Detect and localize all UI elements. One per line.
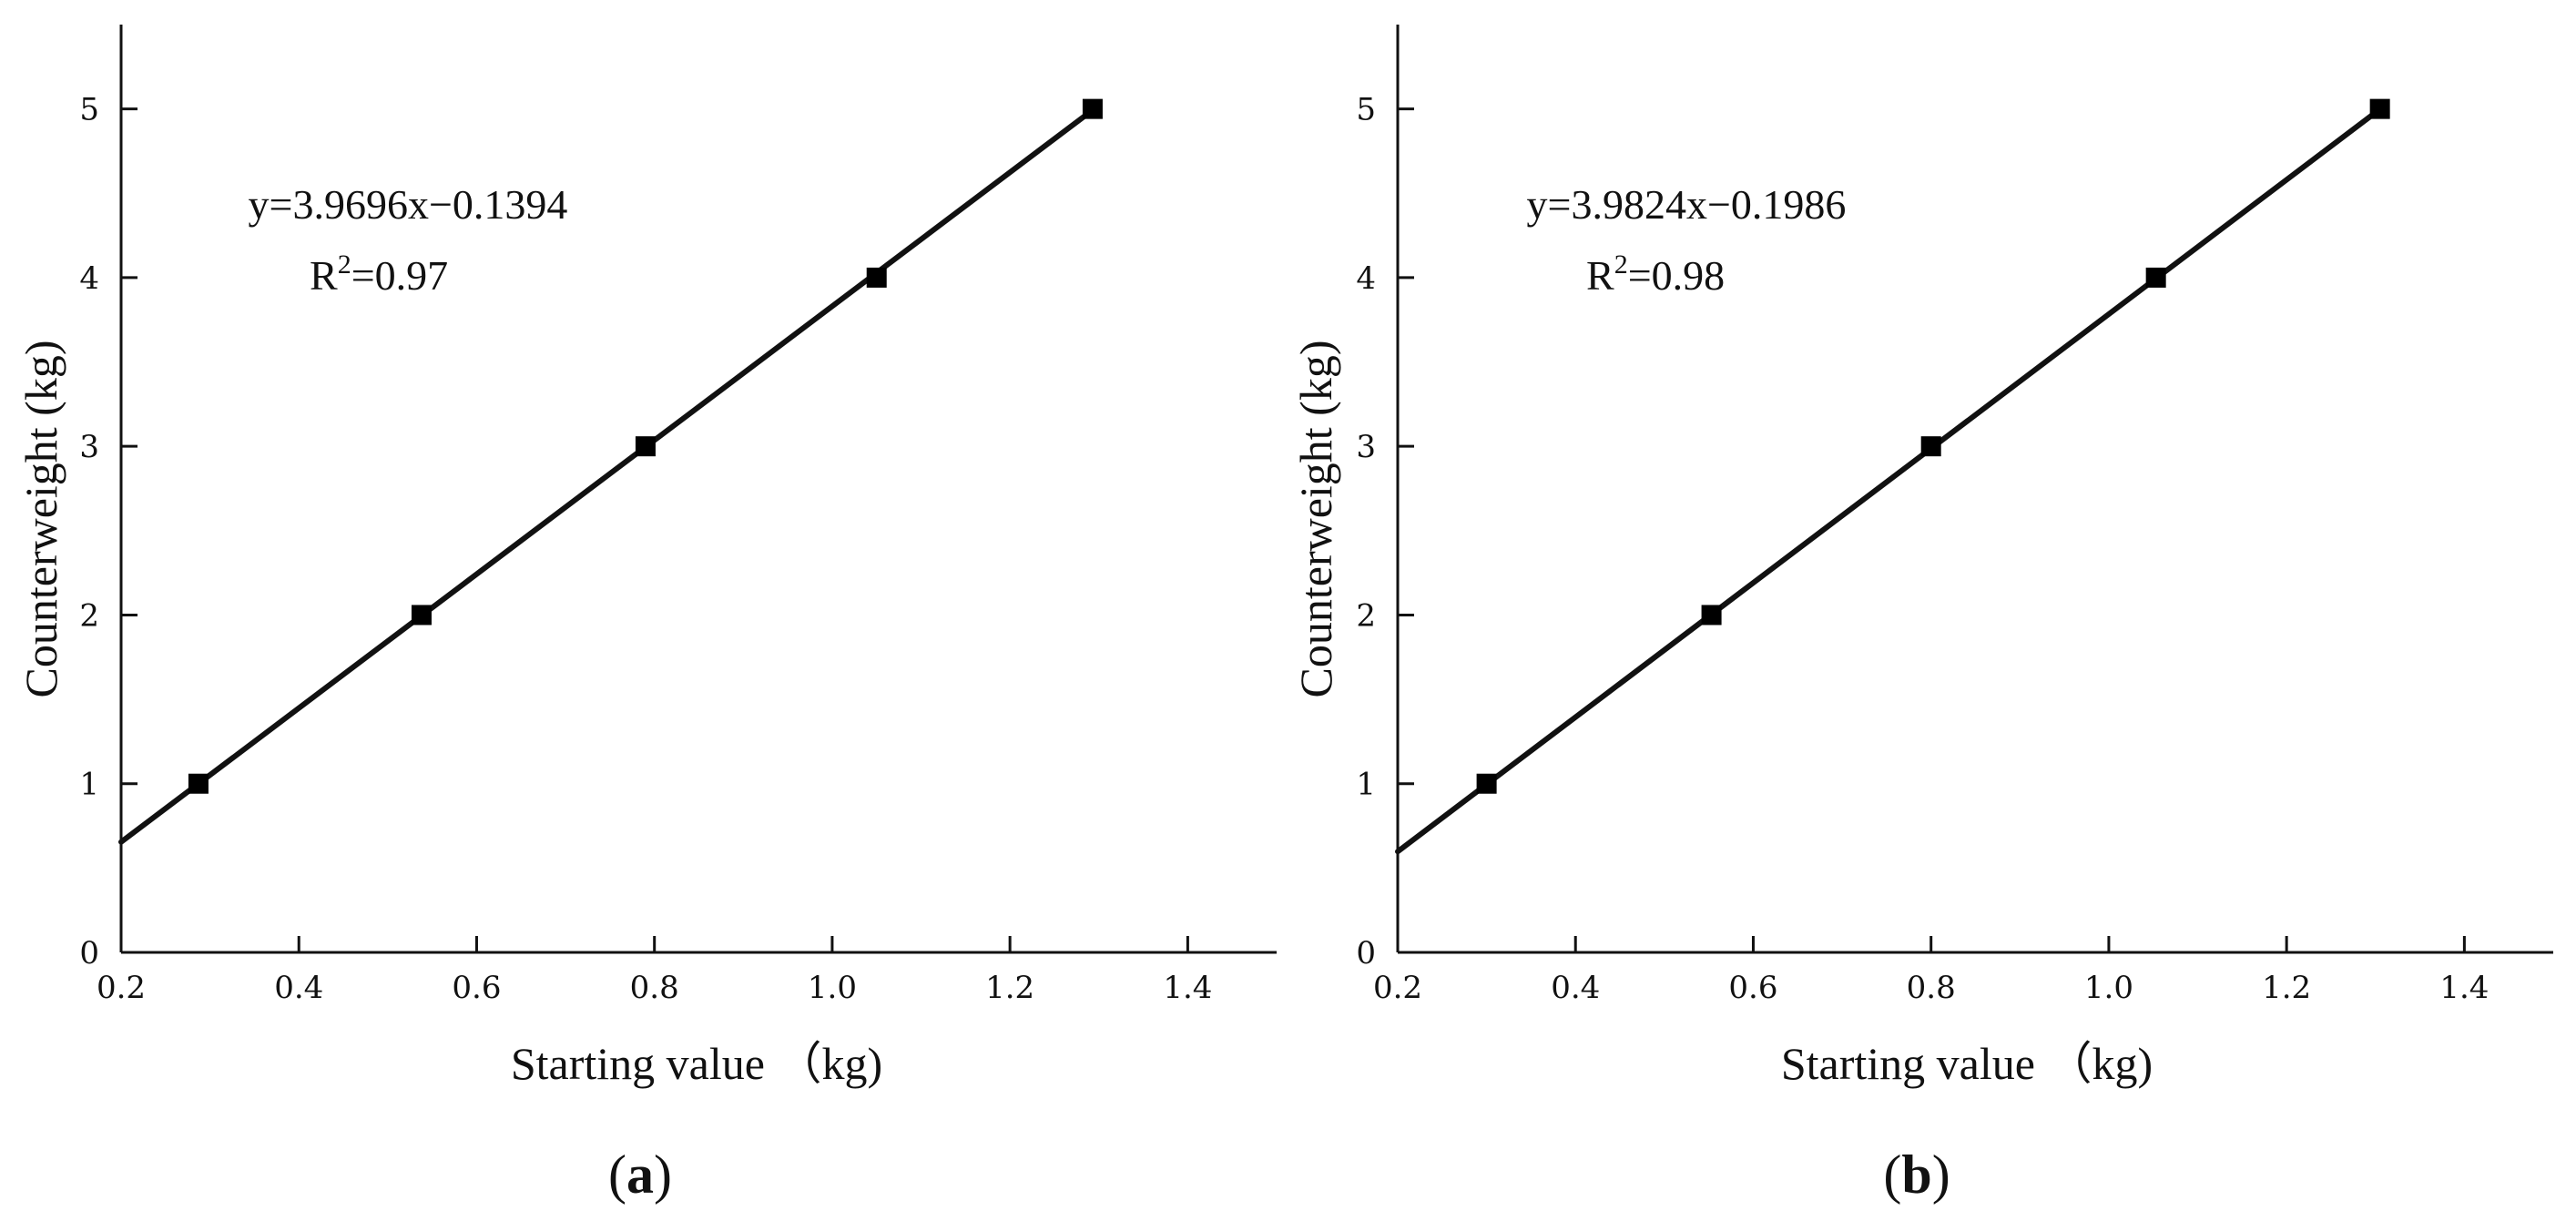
chart-a-y-tick-label: 5 <box>79 92 99 128</box>
chart-b-x-axis-label: Starting value （kg) <box>1781 1038 2153 1089</box>
chart-b-x-tick-label: 0.6 <box>1728 970 1777 1006</box>
chart-b-x-tick-label: 0.4 <box>1551 970 1600 1006</box>
chart-b-y-tick-label: 3 <box>1356 429 1376 465</box>
chart-a-x-axis-label: Starting value （kg) <box>511 1038 882 1089</box>
chart-b-y-tick-label: 2 <box>1356 597 1376 634</box>
chart-b-y-tick-label: 5 <box>1356 92 1376 128</box>
chart-b-plot-area: 0.2 0.4 0.6 0.8 1.0 1.2 1.4 0 1 2 3 4 5 <box>1356 25 2553 1006</box>
chart-a-data-point <box>411 605 432 626</box>
chart-b-panel-label: (b) <box>1883 1145 1950 1205</box>
chart-b: 0.2 0.4 0.6 0.8 1.0 1.2 1.4 0 1 2 3 4 5 Starting val… <box>1290 25 2553 1205</box>
chart-a-x-tick-label: 0.4 <box>274 970 323 1006</box>
chart-b-y-tick-label: 0 <box>1356 935 1376 972</box>
chart-a-data-point <box>1082 98 1103 119</box>
chart-b-x-tick-label: 1.2 <box>2262 970 2311 1006</box>
chart-b-y-axis-label: Counterweight (kg) <box>1290 341 1341 698</box>
chart-b-x-tick-label: 1.0 <box>2084 970 2133 1006</box>
chart-a-y-tick-label: 2 <box>79 597 99 634</box>
chart-b-equation: y=3.9824x−0.1986 <box>1527 181 1847 228</box>
chart-b-x-tick-label: 0.8 <box>1907 970 1956 1006</box>
chart-a-plot-area: 0.2 0.4 0.6 0.8 1.0 1.2 1.4 0 1 2 3 4 5 <box>79 25 1277 1006</box>
chart-a-fit-line <box>118 107 1095 845</box>
chart-b-fit-line <box>1395 106 2383 855</box>
chart-b-x-tick-label: 1.4 <box>2439 970 2489 1006</box>
chart-a-data-point <box>188 773 209 794</box>
chart-a-x-tick-label: 1.4 <box>1163 970 1212 1006</box>
chart-a-x-tick-label: 0.6 <box>452 970 501 1006</box>
chart-b-data-point <box>1476 773 1497 794</box>
chart-a-x-tick-label: 1.2 <box>985 970 1034 1006</box>
chart-a-y-tick-label: 4 <box>79 260 99 297</box>
chart-b-data-point <box>1920 436 1941 457</box>
chart-a-x-tick-label: 0.8 <box>630 970 679 1006</box>
chart-a-panel-label: (a) <box>608 1145 672 1205</box>
chart-b-data-point <box>2145 267 2166 288</box>
chart-b-r-squared: R2=0.98 <box>1586 249 1725 299</box>
chart-a: 0.2 0.4 0.6 0.8 1.0 1.2 1.4 0 1 2 3 4 5 Starting val… <box>15 25 1277 1205</box>
chart-b-y-tick-label: 4 <box>1356 260 1376 297</box>
chart-a-data-point <box>635 436 656 457</box>
chart-a-data-point <box>866 267 887 288</box>
chart-a-x-tick-label: 1.0 <box>808 970 857 1006</box>
chart-a-y-tick-label: 3 <box>79 429 99 465</box>
chart-b-y-tick-label: 1 <box>1356 767 1376 803</box>
chart-b-data-point <box>1701 605 1722 626</box>
chart-b-data-point <box>2369 98 2390 119</box>
chart-a-x-tick-label: 0.2 <box>97 970 146 1006</box>
chart-a-equation: y=3.9696x−0.1394 <box>249 181 568 228</box>
chart-a-r-squared: R2=0.97 <box>310 249 448 299</box>
chart-a-y-axis-label: Counterweight (kg) <box>15 341 66 698</box>
chart-a-y-tick-label: 0 <box>79 935 99 972</box>
chart-a-y-tick-label: 1 <box>79 767 99 803</box>
chart-b-x-tick-label: 0.2 <box>1373 970 1422 1006</box>
